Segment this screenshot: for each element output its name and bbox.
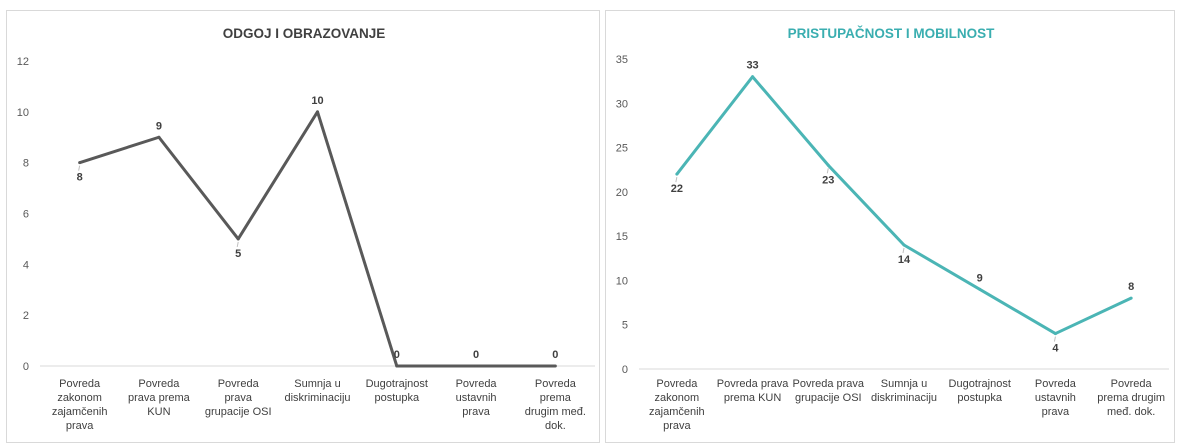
leader-line (78, 165, 81, 171)
leader-line (1053, 336, 1056, 342)
data-point (675, 172, 679, 176)
y-tick-label: 2 (23, 310, 29, 322)
chart-title: PRISTUPAČNOST I MOBILNOST (788, 26, 996, 41)
series-line (675, 75, 1132, 336)
x-tick-label: Dugotrajnost postupka (949, 378, 1011, 404)
y-tick-label: 30 (616, 98, 628, 110)
y-tick-label: 0 (622, 364, 628, 376)
y-tick-label: 20 (616, 187, 628, 199)
data-label: 14 (898, 254, 911, 266)
data-label: 4 (1052, 343, 1059, 355)
leader-line (826, 168, 829, 174)
x-tick-label: Povreda ustavnih prava (1035, 378, 1077, 418)
x-tick-label: Sumnja u diskriminaciju (871, 378, 937, 404)
data-point (395, 364, 399, 368)
data-point (316, 110, 319, 114)
y-tick-label: 6 (23, 209, 29, 221)
y-tick-label: 12 (17, 56, 29, 68)
data-label: 0 (473, 349, 479, 361)
y-tick-label: 25 (616, 143, 628, 155)
data-point (902, 243, 906, 247)
data-label: 10 (311, 95, 323, 107)
leader-line (236, 241, 239, 248)
data-point (78, 161, 82, 165)
data-label: 8 (1128, 281, 1134, 293)
x-tick-label: Povreda zakonom zajamčenih prava (649, 378, 705, 432)
y-tick-label: 4 (23, 259, 29, 271)
y-tick-label: 8 (23, 158, 29, 170)
data-label: 23 (822, 174, 834, 186)
leader-line (902, 247, 905, 254)
x-tick-label: Povreda prema drugim međ. dok. (1097, 378, 1165, 418)
data-label: 22 (671, 183, 683, 195)
series-line (79, 110, 556, 368)
data-label: 5 (235, 248, 241, 260)
data-point (751, 75, 755, 79)
data-label: 33 (746, 60, 758, 72)
x-tick-label: Povreda prema drugim međ. dok. (525, 378, 586, 432)
y-tick-label: 15 (616, 231, 628, 243)
data-point (236, 237, 240, 241)
chart-pristupacnost-svg: PRISTUPAČNOST I MOBILNOST 0 5 10 15 20 25 30 35 P… (616, 26, 1169, 432)
data-point (474, 364, 478, 368)
data-label: 8 (77, 172, 83, 184)
x-tick-label: Povreda prava prema KUN (128, 378, 191, 418)
data-label: 0 (394, 349, 400, 361)
y-tick-label: 0 (23, 361, 29, 373)
chart-odgoj-svg: ODGOJ I OBRAZOVANJE 0 2 4 6 8 10 12 Povreda zakon… (17, 26, 595, 432)
data-point (553, 364, 557, 368)
data-point (1053, 332, 1057, 336)
data-point (826, 163, 830, 167)
data-point (978, 287, 982, 291)
x-tick-label: Sumnja u diskriminaciju (284, 378, 350, 404)
chart-panel-pristupacnost: PRISTUPAČNOST I MOBILNOST 0 5 10 15 20 25 30 35 P… (605, 10, 1175, 443)
data-label: 0 (552, 349, 558, 361)
data-point (1129, 296, 1133, 300)
x-tick-label: Povreda prava grupacije OSI (205, 378, 272, 418)
y-tick-label: 10 (17, 107, 29, 119)
y-tick-label: 35 (616, 54, 628, 66)
x-tick-label: Povreda zakonom zajamčenih prava (52, 378, 108, 432)
x-tick-label: Povreda ustavnih prava (456, 378, 498, 418)
x-tick-label: Povreda prava grupacije OSI (793, 378, 865, 404)
data-point (157, 135, 161, 139)
chart-title: ODGOJ I OBRAZOVANJE (223, 26, 386, 41)
x-tick-label: Dugotrajnost postupka (366, 378, 428, 404)
chart-panel-odgoj: ODGOJ I OBRAZOVANJE 0 2 4 6 8 10 12 Povreda zakon… (6, 10, 600, 443)
data-label: 9 (156, 120, 162, 132)
y-tick-label: 10 (616, 275, 628, 287)
data-label: 9 (977, 272, 983, 284)
leader-line (675, 177, 678, 183)
y-tick-label: 5 (622, 320, 628, 332)
x-tick-label: Povreda prava prema KUN (717, 378, 789, 404)
